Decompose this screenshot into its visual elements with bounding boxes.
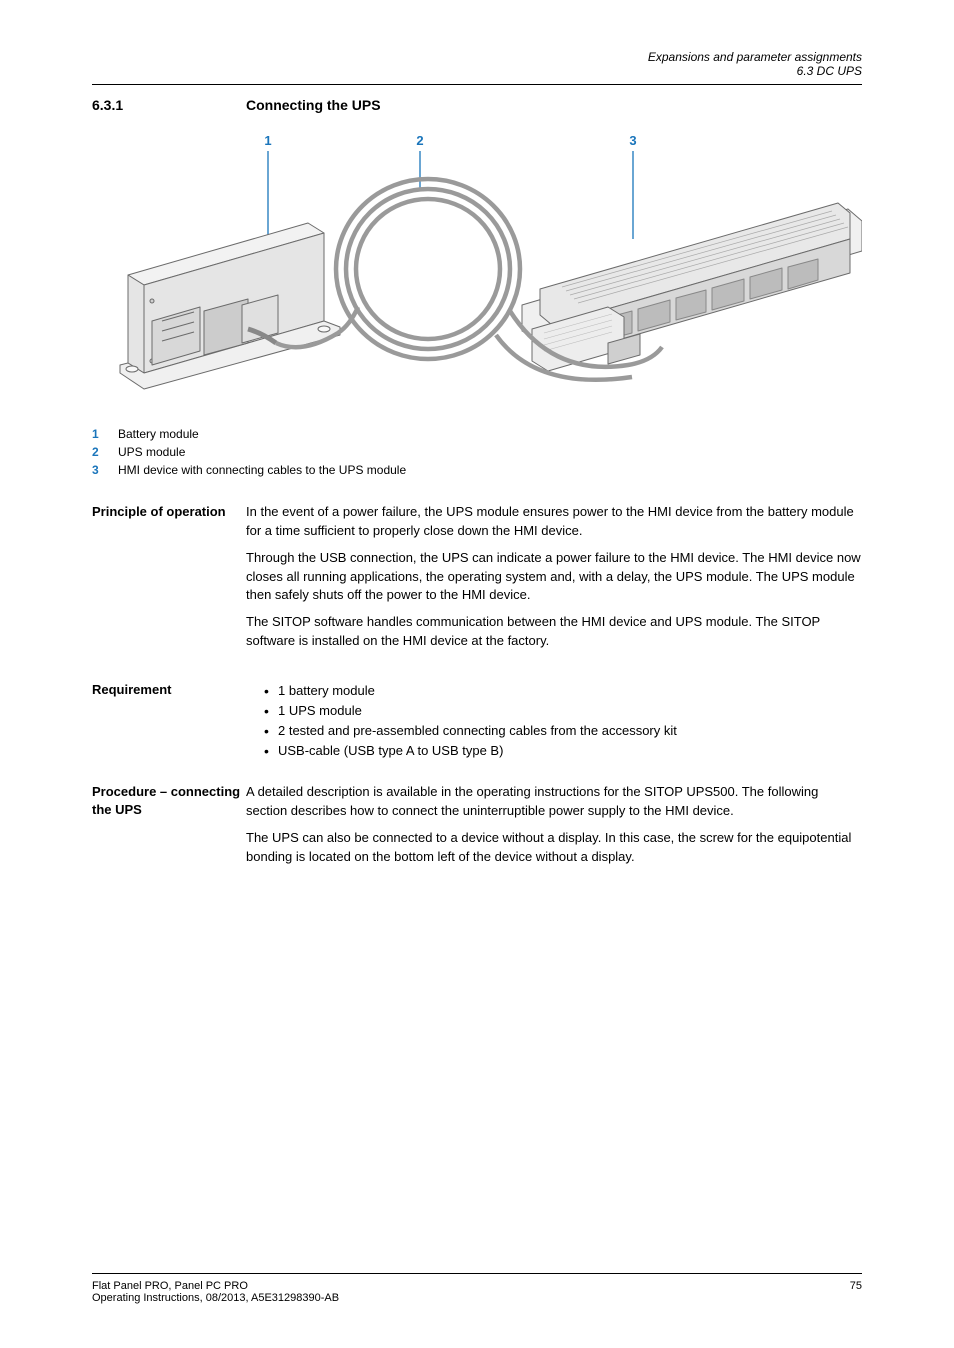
block-procedure: Procedure – connecting the UPS A detaile… — [92, 783, 862, 874]
principle-p2: Through the USB connection, the UPS can … — [246, 549, 862, 606]
legend-text-3: HMI device with connecting cables to the… — [118, 461, 406, 479]
requirement-list: 1 battery module 1 UPS module 2 tested a… — [246, 681, 862, 762]
footer-left-2: Operating Instructions, 08/2013, A5E3129… — [92, 1292, 339, 1304]
legend-row-2: 2 UPS module — [92, 443, 862, 461]
battery-module — [120, 223, 340, 389]
page-header: Expansions and parameter assignments 6.3… — [92, 50, 862, 78]
procedure-p2: The UPS can also be connected to a devic… — [246, 829, 862, 867]
legend-num-1: 1 — [92, 425, 106, 443]
block-requirement: Requirement 1 battery module 1 UPS modul… — [92, 681, 862, 762]
principle-p1: In the event of a power failure, the UPS… — [246, 503, 862, 541]
req-item-2: 1 UPS module — [264, 701, 862, 721]
body-principle: In the event of a power failure, the UPS… — [246, 503, 862, 659]
footer-left-1: Flat Panel PRO, Panel PC PRO — [92, 1280, 339, 1292]
label-principle: Principle of operation — [92, 503, 246, 659]
diagram-svg: 1 2 3 — [92, 129, 862, 419]
diagram-legend: 1 Battery module 2 UPS module 3 HMI devi… — [92, 425, 862, 479]
section-title: Connecting the UPS — [246, 97, 862, 113]
header-right: Expansions and parameter assignments 6.3… — [648, 50, 862, 78]
header-line-2: 6.3 DC UPS — [648, 64, 862, 78]
body-requirement: 1 battery module 1 UPS module 2 tested a… — [246, 681, 862, 762]
header-rule — [92, 84, 862, 85]
footer-left: Flat Panel PRO, Panel PC PRO Operating I… — [92, 1280, 339, 1304]
ups-cable-loop — [336, 179, 520, 359]
procedure-p1: A detailed description is available in t… — [246, 783, 862, 821]
label-requirement: Requirement — [92, 681, 246, 762]
legend-num-2: 2 — [92, 443, 106, 461]
callout-num-2: 2 — [416, 133, 423, 148]
legend-text-2: UPS module — [118, 443, 185, 461]
legend-num-3: 3 — [92, 461, 106, 479]
page: Expansions and parameter assignments 6.3… — [0, 0, 954, 1348]
req-item-1: 1 battery module — [264, 681, 862, 701]
block-principle: Principle of operation In the event of a… — [92, 503, 862, 659]
header-line-1: Expansions and parameter assignments — [648, 50, 862, 64]
footer-page-number: 75 — [850, 1280, 862, 1304]
req-item-3: 2 tested and pre-assembled connecting ca… — [264, 721, 862, 741]
label-procedure: Procedure – connecting the UPS — [92, 783, 246, 874]
page-footer: Flat Panel PRO, Panel PC PRO Operating I… — [92, 1273, 862, 1304]
connection-diagram: 1 2 3 — [92, 129, 862, 419]
req-item-4: USB-cable (USB type A to USB type B) — [264, 741, 862, 761]
section-number: 6.3.1 — [92, 97, 246, 113]
hmi-device — [522, 203, 862, 371]
body-procedure: A detailed description is available in t… — [246, 783, 862, 874]
callout-num-3: 3 — [629, 133, 636, 148]
section-heading: 6.3.1 Connecting the UPS — [92, 97, 862, 113]
legend-row-1: 1 Battery module — [92, 425, 862, 443]
footer-rule — [92, 1273, 862, 1274]
callout-num-1: 1 — [264, 133, 271, 148]
principle-p3: The SITOP software handles communication… — [246, 613, 862, 651]
legend-row-3: 3 HMI device with connecting cables to t… — [92, 461, 862, 479]
legend-text-1: Battery module — [118, 425, 199, 443]
footer-row: Flat Panel PRO, Panel PC PRO Operating I… — [92, 1280, 862, 1304]
